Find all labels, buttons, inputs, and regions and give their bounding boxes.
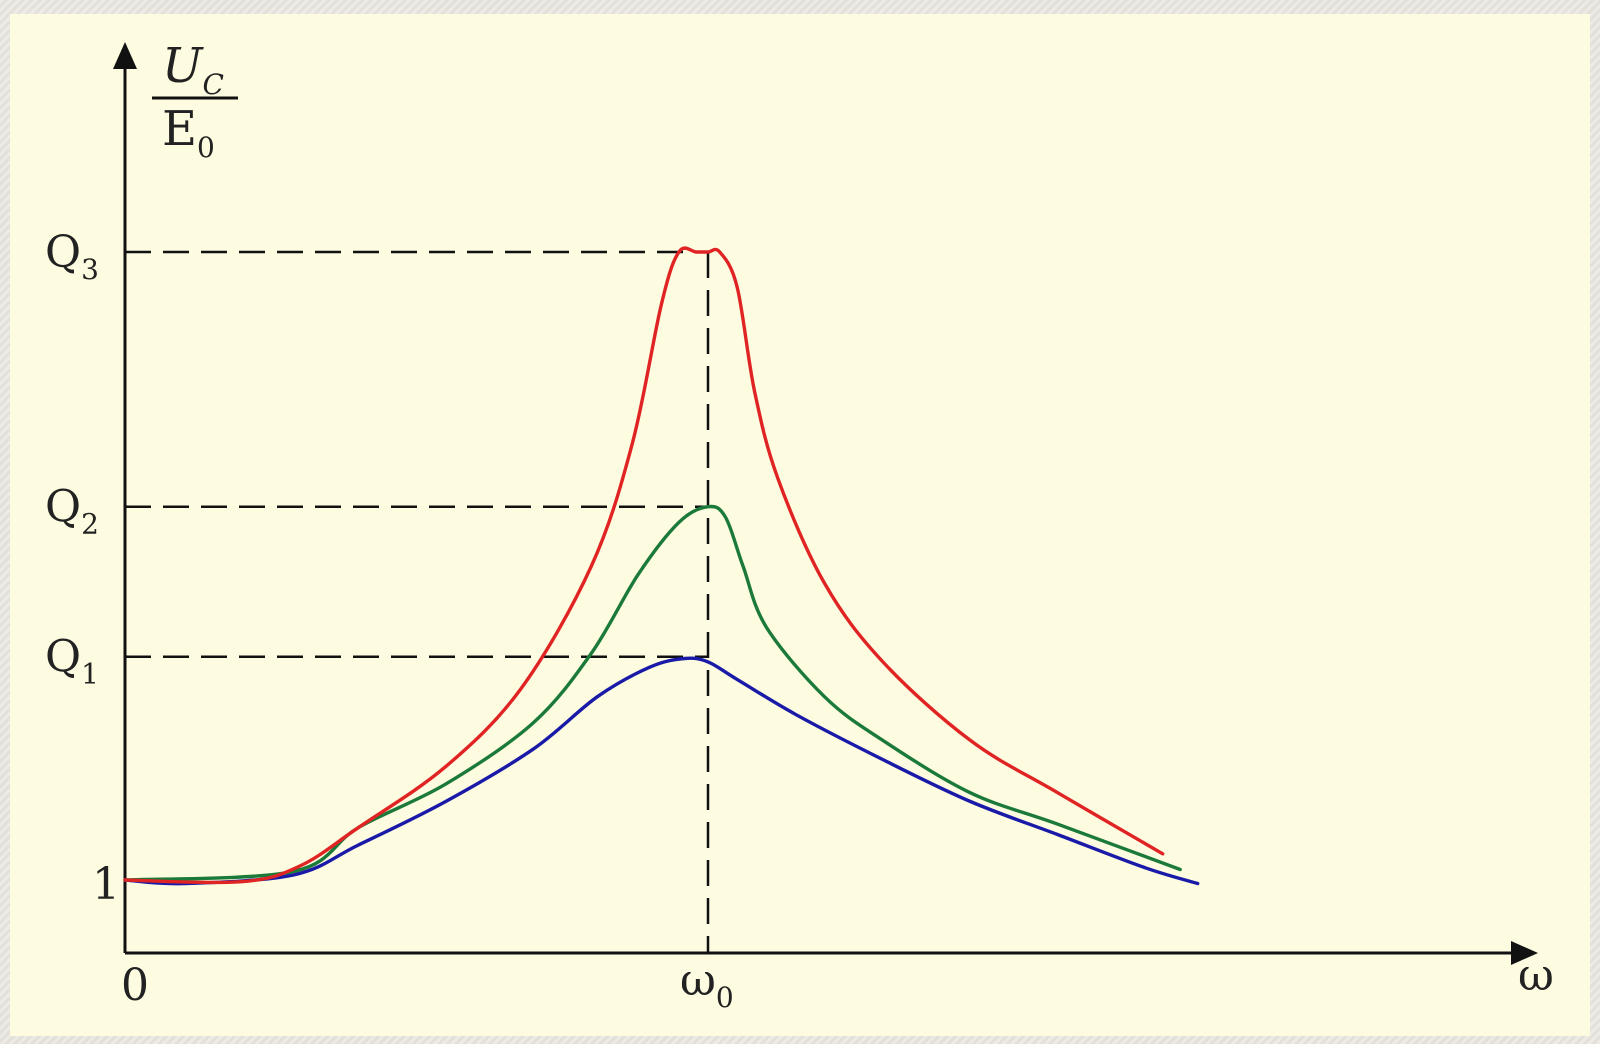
tick-labels: 1 Q1 Q2 Q3 0 ω0	[45, 227, 734, 1014]
y-axis-label: UC E0	[152, 38, 238, 164]
x-axis-label: ω	[1518, 950, 1554, 1001]
xtick-0: 0	[121, 960, 149, 1011]
curve-q1	[123, 656, 1200, 886]
ytick-q2: Q2	[45, 482, 99, 541]
curve-q2	[123, 504, 1182, 882]
reference-guides	[125, 250, 710, 953]
ylabel-numerator: UC	[162, 38, 224, 101]
curve-q3	[123, 246, 1165, 885]
xtick-omega0: ω0	[680, 955, 734, 1014]
chart-panel	[10, 14, 1590, 1036]
ytick-q3: Q3	[45, 227, 99, 286]
ytick-q1: Q1	[45, 632, 99, 691]
ytick-1: 1	[92, 859, 120, 910]
ylabel-denominator: E0	[162, 101, 215, 164]
series-group	[123, 246, 1200, 886]
